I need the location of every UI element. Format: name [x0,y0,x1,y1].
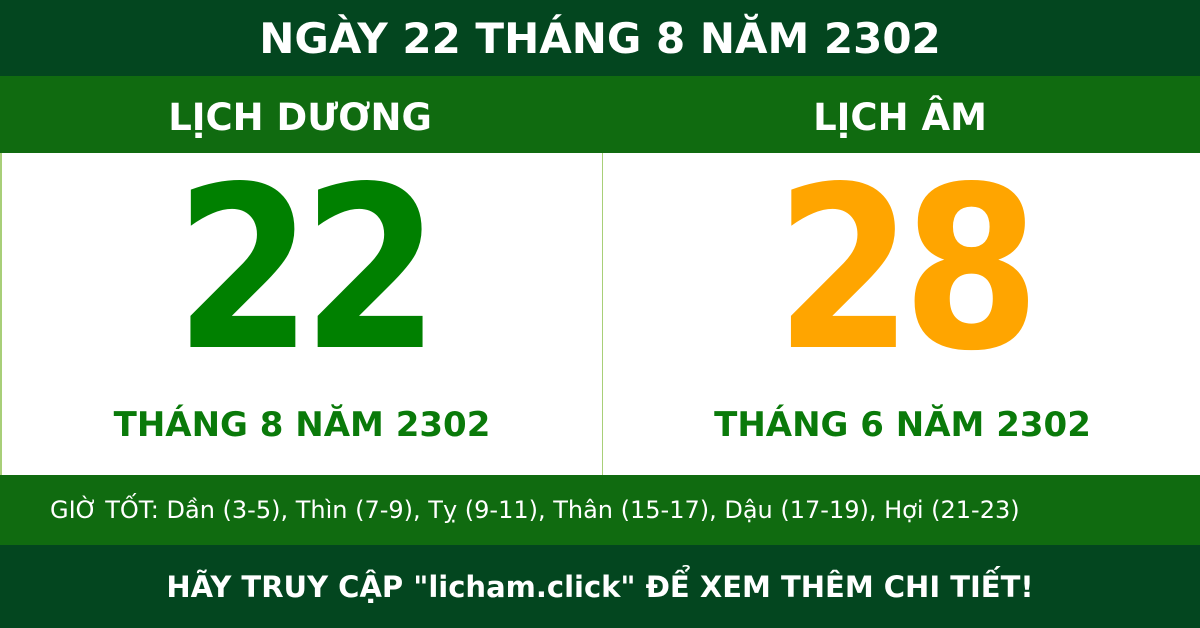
lunar-day: 28 [775,139,1040,401]
solar-day: 22 [174,139,440,401]
solar-column: 22 THÁNG 8 NĂM 2302 [2,139,602,475]
good-hours: GIỜ TỐT: Dần (3-5), Thìn (7-9), Tỵ (9-11… [0,475,1200,545]
lunar-month-year: THÁNG 6 NĂM 2302 [714,405,1091,445]
footer-cta: HÃY TRUY CẬP "licham.click" ĐỂ XEM THÊM … [0,545,1200,628]
lunar-label: LỊCH ÂM [813,96,987,139]
header-title: NGÀY 22 THÁNG 8 NĂM 2302 [0,0,1200,76]
solar-month-year: THÁNG 8 NĂM 2302 [113,405,491,445]
calendar-body: 22 THÁNG 8 NĂM 2302 28 THÁNG 6 NĂM 2302 [0,139,1200,475]
solar-label: LỊCH DƯƠNG [168,96,432,139]
lunar-column: 28 THÁNG 6 NĂM 2302 [602,139,1200,475]
calendar-labels: LỊCH DƯƠNG LỊCH ÂM [0,76,1200,153]
